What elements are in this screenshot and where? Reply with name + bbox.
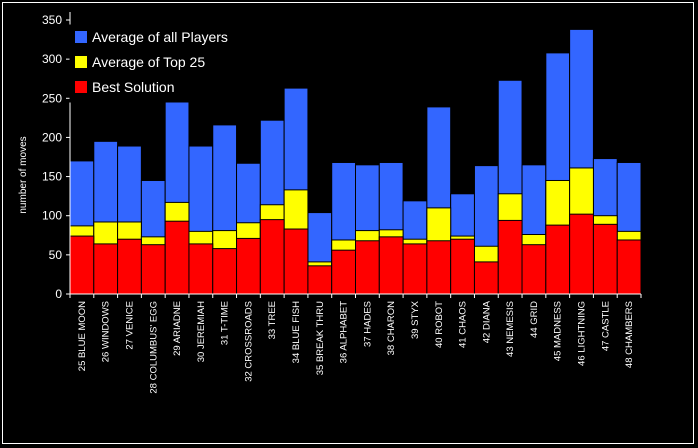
bar-best-solution-21 bbox=[545, 224, 571, 295]
legend-swatch bbox=[75, 81, 87, 93]
x-tick-label: 35 BREAK THRU bbox=[315, 301, 326, 375]
y-tick-label: 0 bbox=[55, 287, 62, 301]
bars-layer bbox=[69, 28, 642, 295]
bar-best-solution-1 bbox=[69, 235, 95, 295]
x-tick-label: 36 ALPHABET bbox=[339, 301, 350, 364]
y-tick-label: 150 bbox=[42, 170, 62, 184]
axes-layer: 0 50 100 150 200 250 300 350 bbox=[42, 12, 642, 301]
x-tick-label: 48 CHAMBERS bbox=[624, 301, 635, 368]
y-tick-label: 350 bbox=[42, 13, 62, 27]
bar-best-solution-20 bbox=[521, 244, 547, 295]
legend: Average of all Players Average of Top 25 B… bbox=[69, 24, 265, 103]
x-tick-label: 47 CASTLE bbox=[600, 301, 611, 351]
x-tick-label: 43 NEMESIS bbox=[505, 301, 516, 357]
bar-best-solution-5 bbox=[164, 220, 190, 295]
bar-best-solution-7 bbox=[212, 248, 238, 295]
x-tick-labels: 25 BLUE MOON 26 WINDOWS 27 VENICE 28 COLUMB… bbox=[77, 300, 635, 393]
x-tick-label: 41 CHAOS bbox=[458, 301, 469, 348]
bar-best-solution-14 bbox=[378, 236, 404, 295]
x-tick-label: 25 BLUE MOON bbox=[77, 301, 88, 371]
bar-best-solution-3 bbox=[117, 238, 142, 295]
y-tick-label: 200 bbox=[42, 130, 62, 144]
x-tick-label: 38 CHARON bbox=[386, 301, 397, 356]
bar-best-solution-22 bbox=[569, 213, 594, 295]
bar-best-solution-11 bbox=[307, 265, 333, 295]
x-tick-label: 29 ARIADNE bbox=[172, 301, 183, 356]
bar-best-solution-8 bbox=[236, 237, 261, 295]
x-tick-label: 39 STYX bbox=[410, 300, 421, 339]
bar-best-solution-16 bbox=[426, 240, 452, 295]
bar-best-solution-18 bbox=[473, 261, 499, 295]
legend-label: Average of Top 25 bbox=[92, 54, 205, 70]
x-tick-label: 34 BLUE FISH bbox=[291, 301, 302, 363]
x-tick-label: 42 DIANA bbox=[481, 300, 492, 343]
legend-swatch bbox=[75, 56, 87, 68]
x-tick-label: 32 CROSSROADS bbox=[243, 301, 254, 382]
x-tick-label: 30 JEREMIAH bbox=[196, 301, 207, 362]
bar-best-solution-17 bbox=[450, 238, 475, 295]
bar-best-solution-6 bbox=[188, 243, 214, 295]
bar-best-solution-12 bbox=[331, 249, 356, 295]
x-tick-label: 46 LIGHTNING bbox=[577, 301, 588, 366]
x-tick-label: 33 TREE bbox=[267, 301, 278, 339]
x-tick-label: 37 HADES bbox=[362, 301, 373, 347]
x-tick-label: 28 COLUMBUS' EGG bbox=[148, 301, 159, 394]
bar-best-solution-24 bbox=[616, 239, 642, 295]
bar-best-solution-19 bbox=[497, 219, 523, 295]
bar-best-solution-15 bbox=[402, 243, 428, 295]
x-tick-label: 44 GRID bbox=[529, 301, 540, 338]
legend-label: Average of all Players bbox=[92, 29, 228, 45]
legend-swatch bbox=[75, 31, 87, 43]
legend-label: Best Solution bbox=[92, 79, 175, 95]
x-tick-label: 31 T-TIME bbox=[220, 301, 231, 345]
x-tick-label: 26 WINDOWS bbox=[101, 301, 112, 362]
chart-frame bbox=[2, 2, 694, 444]
bar-best-solution-10 bbox=[283, 228, 309, 295]
y-tick-label: 100 bbox=[42, 209, 62, 223]
bar-best-solution-23 bbox=[592, 223, 618, 295]
y-tick-label: 300 bbox=[42, 52, 62, 66]
x-tick-label: 40 ROBOT bbox=[434, 301, 445, 348]
y-axis-label: number of moves bbox=[18, 136, 29, 213]
bar-best-solution-2 bbox=[93, 243, 119, 295]
x-tick-label: 45 MADNESS bbox=[553, 301, 564, 361]
x-tick-label: 27 VENICE bbox=[124, 301, 135, 350]
legend-box bbox=[69, 24, 265, 103]
bar-best-solution-13 bbox=[355, 240, 380, 295]
bar-best-solution-9 bbox=[259, 219, 285, 295]
y-tick-label: 250 bbox=[42, 91, 62, 105]
y-tick-label: 50 bbox=[49, 248, 63, 262]
bar-best-solution-4 bbox=[140, 244, 166, 295]
